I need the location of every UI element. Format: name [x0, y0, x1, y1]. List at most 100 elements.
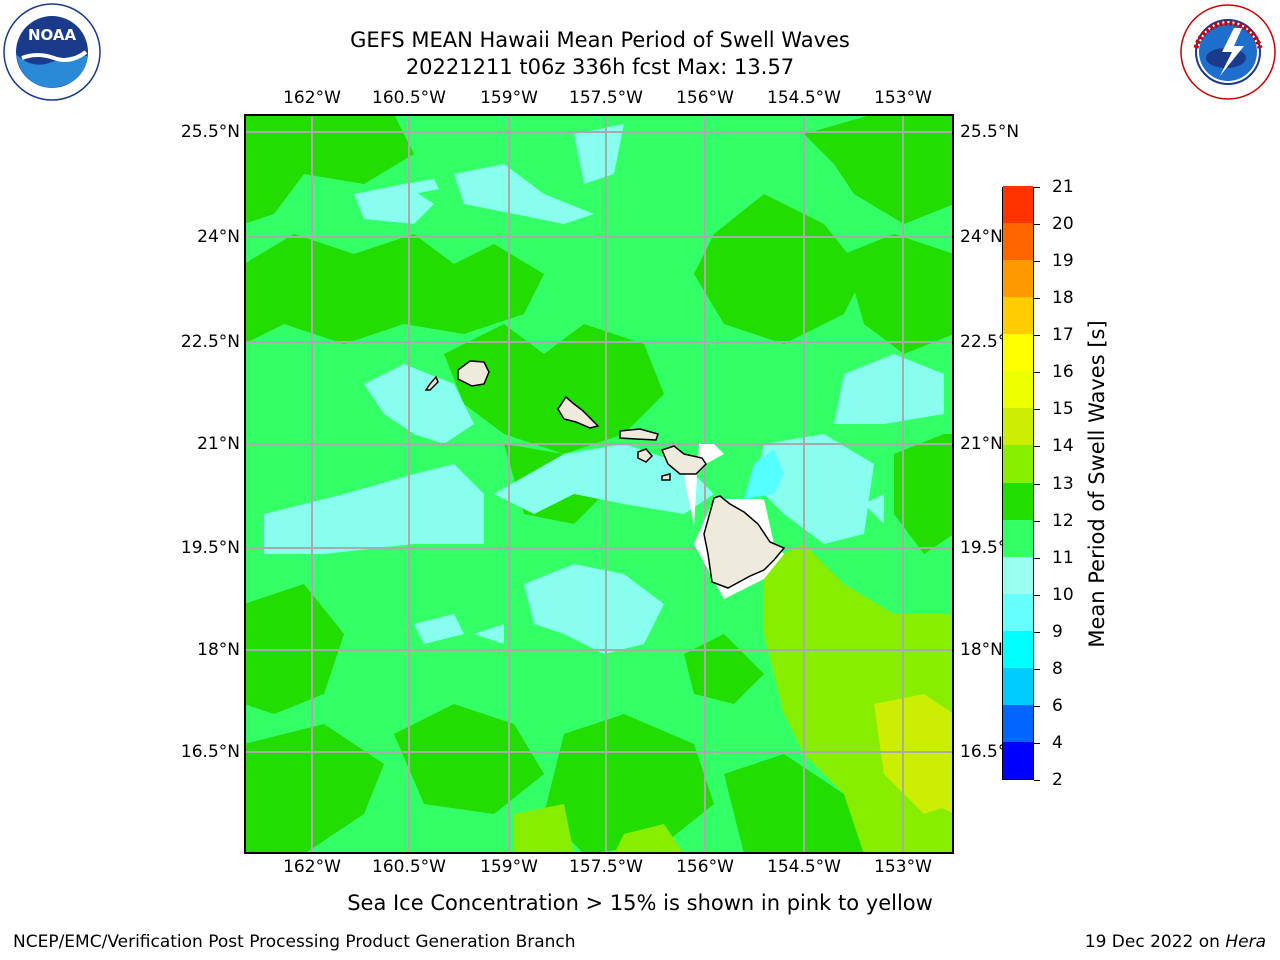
- island-molokai: [619, 428, 659, 441]
- colorbar-tick-label: 16: [1052, 362, 1074, 383]
- colorbar-tick-label: 12: [1052, 510, 1074, 531]
- lat-tick-right: 24°N: [960, 227, 1003, 247]
- colorbar-tick-label: 11: [1052, 547, 1074, 568]
- colorbar-segment: [1003, 370, 1033, 409]
- colorbar-tick: [1034, 335, 1040, 337]
- colorbar-segment: [1003, 333, 1033, 372]
- footer-date: 19 Dec 2022 on Hera: [1085, 932, 1266, 952]
- island-lanai: [637, 448, 654, 463]
- colorbar-segment: [1003, 444, 1033, 483]
- colorbar-segment: [1003, 296, 1033, 335]
- map-graticule: [244, 114, 954, 854]
- colorbar-tick-label: 17: [1052, 325, 1074, 346]
- island-kauai: [457, 360, 490, 387]
- colorbar-segment: [1003, 556, 1033, 594]
- swell-field-11-12: [244, 114, 954, 854]
- colorbar-segment: [1003, 667, 1033, 705]
- lat-tick-right: 25.5°N: [960, 122, 1020, 142]
- colorbar-tick: [1034, 668, 1040, 670]
- lon-tick-bottom: 153°W: [874, 857, 932, 877]
- island-kahoolawe: [661, 473, 671, 481]
- nws-logo-icon: [1180, 4, 1276, 100]
- colorbar-tick: [1034, 261, 1040, 263]
- lat-tick-left: 22.5°N: [180, 332, 240, 352]
- swell-field-13-14: [874, 694, 954, 814]
- lon-tick-top: 153°W: [874, 88, 932, 108]
- island-niihau: [424, 375, 439, 391]
- colorbar-tick-label: 2: [1052, 770, 1063, 790]
- colorbar-segment: [1003, 519, 1033, 557]
- colorbar-segment: [1003, 222, 1033, 261]
- colorbar-tick: [1034, 705, 1040, 707]
- colorbar-tick-label: 6: [1052, 695, 1063, 716]
- colorbar-tick-label: 4: [1052, 732, 1063, 753]
- colorbar-tick: [1034, 298, 1040, 300]
- colorbar-segment: [1003, 741, 1033, 779]
- lon-tick-bottom: 156°W: [676, 857, 734, 877]
- colorbar-segment: [1003, 185, 1033, 224]
- sea-ice-note: Sea Ice Concentration > 15% is shown in …: [347, 891, 933, 915]
- colorbar-tick-label: 20: [1052, 214, 1074, 235]
- map-panel: [244, 114, 954, 854]
- island-oahu: [557, 395, 600, 429]
- lon-tick-bottom: 154.5°W: [767, 857, 841, 877]
- colorbar-tick: [1034, 187, 1040, 188]
- lat-tick-right: 18°N: [960, 640, 1003, 660]
- colorbar-segment: [1003, 482, 1033, 520]
- colorbar-tick-label: 8: [1052, 658, 1063, 679]
- colorbar-tick: [1034, 557, 1040, 559]
- lon-tick-top: 157.5°W: [569, 88, 643, 108]
- colorbar-segment: [1003, 704, 1033, 742]
- lon-tick-top: 162°W: [283, 88, 341, 108]
- colorbar-tick-label: 9: [1052, 621, 1063, 642]
- lat-tick-left: 19.5°N: [180, 538, 240, 558]
- lon-tick-top: 159°W: [480, 88, 538, 108]
- colorbar-tick: [1034, 631, 1040, 633]
- map-title-line1: GEFS MEAN Hawaii Mean Period of Swell Wa…: [350, 28, 850, 52]
- footer-credit: NCEP/EMC/Verification Post Processing Pr…: [13, 932, 576, 952]
- noaa-logo-text: NOAA: [28, 26, 77, 44]
- colorbar-tick: [1034, 594, 1040, 596]
- noaa-logo-icon: NOAA: [3, 3, 101, 101]
- lon-tick-top: 154.5°W: [767, 88, 841, 108]
- footer-machine: Hera: [1225, 932, 1266, 952]
- map-border: [244, 114, 954, 854]
- lat-tick-left: 24°N: [197, 227, 240, 247]
- map-title-line2: 20221211 t06z 336h fcst Max: 13.57: [405, 55, 795, 79]
- colorbar-tick-label: 21: [1052, 177, 1074, 197]
- colorbar-tick: [1034, 780, 1040, 781]
- island-group: [424, 360, 786, 589]
- lat-tick-left: 16.5°N: [180, 742, 240, 762]
- colorbar-title: Mean Period of Swell Waves [s]: [1085, 320, 1109, 648]
- colorbar-tick: [1034, 483, 1040, 485]
- lat-tick-left: 25.5°N: [180, 122, 240, 142]
- lon-tick-bottom: 157.5°W: [569, 857, 643, 877]
- island-maui: [660, 445, 707, 475]
- colorbar: [1002, 185, 1034, 780]
- swell-field-8-9: [744, 449, 784, 499]
- colorbar-tick-label: 15: [1052, 399, 1074, 420]
- lon-tick-top: 160.5°W: [372, 88, 446, 108]
- colorbar-tick: [1034, 372, 1040, 374]
- colorbar-segment: [1003, 630, 1033, 668]
- lat-tick-right: 21°N: [960, 434, 1003, 454]
- lon-tick-bottom: 160.5°W: [372, 857, 446, 877]
- colorbar-tick-label: 13: [1052, 473, 1074, 494]
- colorbar-segment: [1003, 593, 1033, 631]
- colorbar-tick: [1034, 742, 1040, 744]
- colorbar-tick: [1034, 224, 1040, 226]
- swell-field-9-10: [264, 124, 944, 654]
- colorbar-tick-label: 10: [1052, 584, 1074, 605]
- colorbar-tick: [1034, 409, 1040, 411]
- island-hawaii: [703, 495, 786, 589]
- lat-tick-left: 18°N: [197, 640, 240, 660]
- colorbar-segment: [1003, 407, 1033, 446]
- colorbar-tick-label: 18: [1052, 288, 1074, 309]
- colorbar-tick: [1034, 520, 1040, 522]
- colorbar-segment: [1003, 259, 1033, 298]
- footer-date-text: 19 Dec 2022 on: [1084, 932, 1226, 952]
- lon-tick-bottom: 162°W: [283, 857, 341, 877]
- colorbar-tick: [1034, 446, 1040, 448]
- lon-tick-bottom: 159°W: [480, 857, 538, 877]
- colorbar-tick-label: 19: [1052, 251, 1074, 272]
